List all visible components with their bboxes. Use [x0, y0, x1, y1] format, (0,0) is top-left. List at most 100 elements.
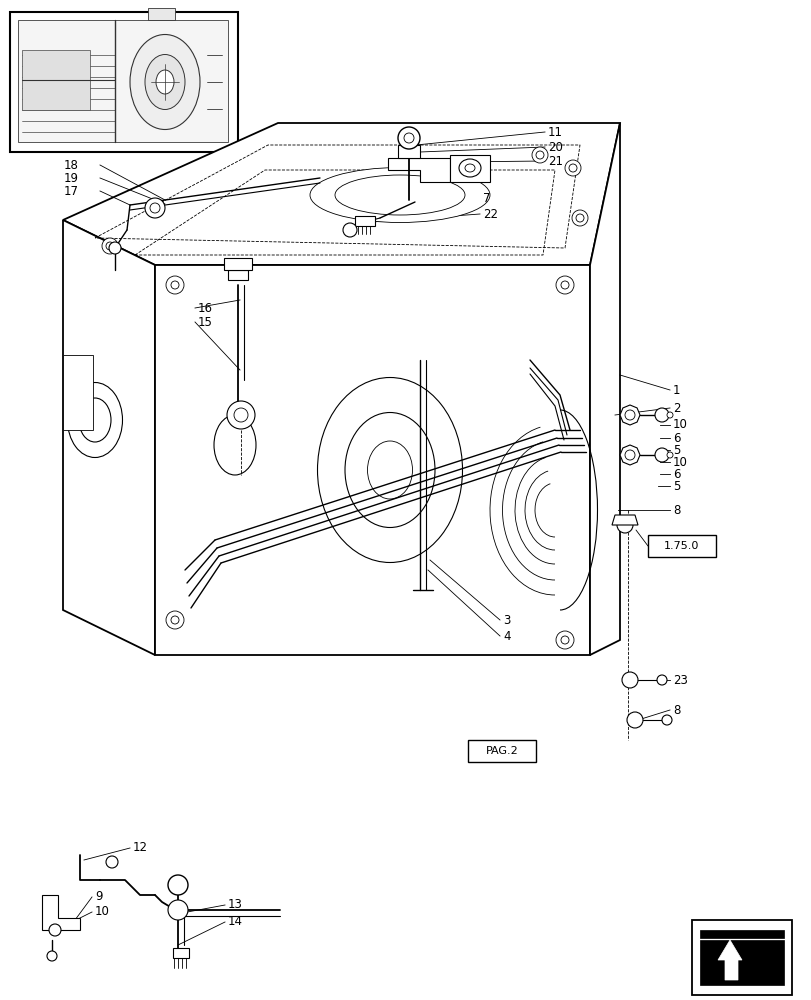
Circle shape [106, 242, 114, 250]
Text: 10: 10 [672, 456, 687, 468]
Circle shape [569, 164, 577, 172]
Circle shape [397, 127, 419, 149]
Circle shape [666, 412, 672, 418]
Text: 4: 4 [502, 630, 510, 642]
Circle shape [47, 951, 57, 961]
Text: 21: 21 [547, 155, 562, 168]
Ellipse shape [145, 55, 185, 110]
Circle shape [556, 276, 573, 294]
Circle shape [145, 198, 165, 218]
Circle shape [227, 401, 255, 429]
Text: 16: 16 [198, 302, 212, 314]
Circle shape [168, 900, 188, 920]
Polygon shape [22, 50, 90, 110]
Text: 19: 19 [64, 172, 79, 185]
Polygon shape [228, 270, 247, 280]
Text: 3: 3 [502, 613, 510, 626]
Text: PAG.2: PAG.2 [485, 746, 517, 756]
Text: 6: 6 [672, 432, 680, 444]
Circle shape [165, 276, 184, 294]
Circle shape [560, 636, 569, 644]
Bar [18, 20, 228, 142]
Polygon shape [590, 123, 620, 655]
Circle shape [404, 133, 414, 143]
Text: 22: 22 [483, 208, 497, 221]
Circle shape [656, 675, 666, 685]
Text: 2: 2 [672, 401, 680, 414]
Text: 13: 13 [228, 898, 242, 911]
Bar [647, 535, 715, 557]
Text: 14: 14 [228, 915, 242, 928]
Ellipse shape [79, 398, 111, 442]
Circle shape [666, 452, 672, 458]
Ellipse shape [214, 415, 255, 475]
Polygon shape [449, 155, 489, 182]
Circle shape [575, 214, 583, 222]
Text: 5: 5 [672, 444, 680, 456]
Text: 20: 20 [547, 141, 562, 154]
Polygon shape [63, 220, 155, 655]
Circle shape [102, 238, 118, 254]
Ellipse shape [156, 70, 174, 94]
Polygon shape [699, 930, 783, 938]
Text: 10: 10 [95, 905, 109, 918]
Ellipse shape [345, 412, 435, 528]
Text: 6: 6 [672, 468, 680, 481]
Ellipse shape [130, 35, 200, 130]
Circle shape [106, 856, 118, 868]
Polygon shape [388, 158, 449, 182]
Circle shape [560, 281, 569, 289]
Circle shape [171, 281, 178, 289]
Circle shape [165, 611, 184, 629]
Polygon shape [173, 948, 189, 958]
Ellipse shape [367, 441, 412, 499]
Text: 1.75.0: 1.75.0 [663, 541, 699, 551]
Text: 18: 18 [64, 159, 79, 172]
Text: 10: 10 [672, 418, 687, 432]
Polygon shape [620, 405, 639, 425]
Text: 17: 17 [64, 185, 79, 198]
Polygon shape [63, 355, 93, 430]
Polygon shape [620, 445, 639, 465]
Text: 12: 12 [133, 841, 148, 854]
Text: 15: 15 [198, 316, 212, 328]
Text: 8: 8 [672, 504, 680, 516]
Text: 11: 11 [547, 126, 562, 139]
Polygon shape [148, 8, 175, 20]
Circle shape [531, 147, 547, 163]
Circle shape [661, 715, 672, 725]
Circle shape [171, 616, 178, 624]
Ellipse shape [317, 377, 462, 562]
Text: 8: 8 [672, 704, 680, 716]
Polygon shape [155, 265, 590, 655]
Polygon shape [63, 123, 620, 265]
Circle shape [621, 672, 637, 688]
Polygon shape [611, 515, 637, 525]
Circle shape [342, 223, 357, 237]
Ellipse shape [335, 175, 465, 215]
Circle shape [654, 448, 668, 462]
Text: 5: 5 [672, 480, 680, 492]
Polygon shape [397, 145, 419, 158]
Circle shape [168, 875, 188, 895]
Polygon shape [354, 216, 375, 226]
Ellipse shape [465, 164, 474, 172]
Circle shape [234, 408, 247, 422]
Circle shape [564, 160, 581, 176]
Circle shape [109, 242, 121, 254]
Circle shape [556, 631, 573, 649]
Circle shape [150, 203, 160, 213]
Circle shape [571, 210, 587, 226]
Bar [10, 12, 238, 152]
Circle shape [624, 450, 634, 460]
Circle shape [654, 408, 668, 422]
Text: 23: 23 [672, 674, 687, 686]
Ellipse shape [310, 168, 489, 223]
Bar [467, 740, 535, 762]
Circle shape [616, 517, 633, 533]
Polygon shape [42, 895, 80, 930]
Polygon shape [699, 940, 783, 985]
Text: 1: 1 [672, 383, 680, 396]
Circle shape [624, 410, 634, 420]
Text: 7: 7 [483, 192, 490, 205]
